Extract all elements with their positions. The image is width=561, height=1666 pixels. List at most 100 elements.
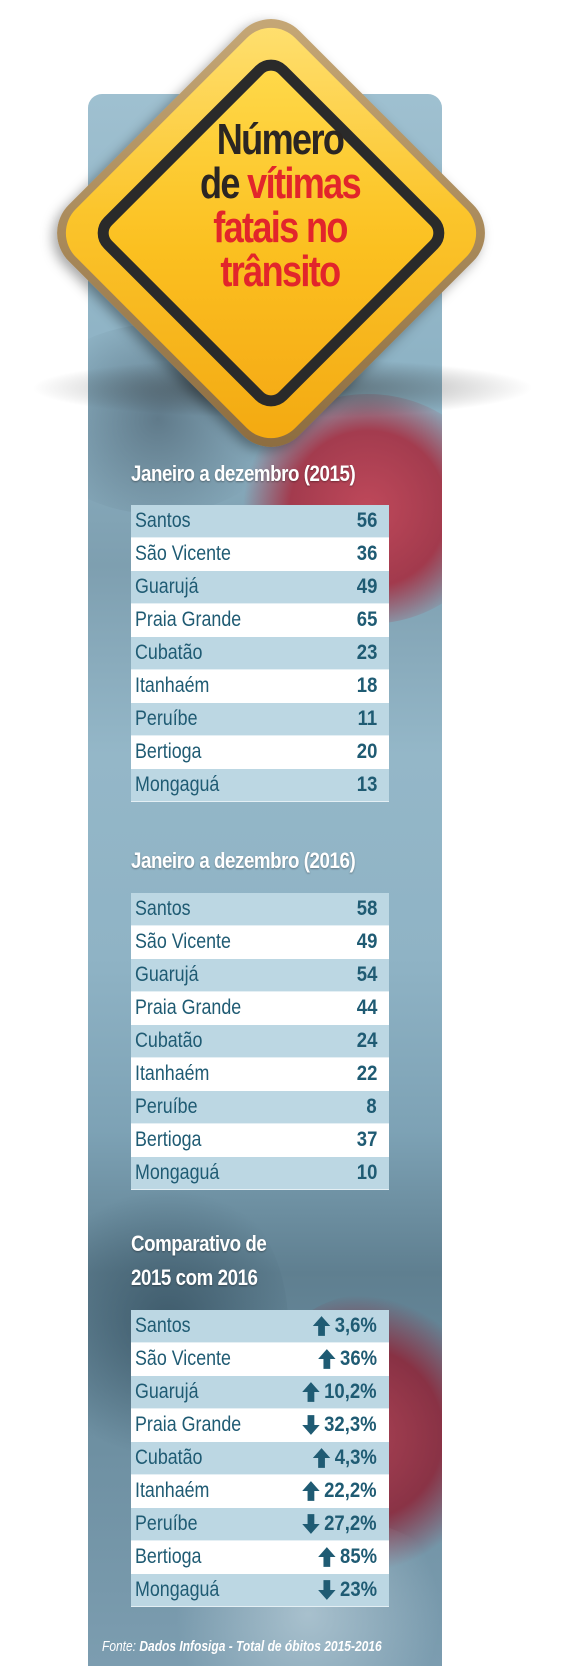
table-row: Itanhaém 18 <box>131 670 389 703</box>
table-row: São Vicente 36 <box>131 538 389 571</box>
value-cell: 32,3% <box>302 1413 377 1437</box>
value-cell: 23% <box>317 1578 377 1602</box>
value-cell: 27,2% <box>302 1512 377 1536</box>
table-row: São Vicente 36% <box>131 1343 389 1376</box>
value-cell: 10 <box>356 1161 377 1185</box>
table-row: Guarujá 54 <box>131 959 389 992</box>
arrow-up-icon <box>317 1546 336 1568</box>
value-text: 23 <box>356 641 377 664</box>
value-text: 3,6% <box>334 1314 377 1337</box>
city-name: Santos <box>135 897 191 920</box>
value-text: 37 <box>356 1128 377 1151</box>
source-note: Fonte: Dados Infosiga - Total de óbitos … <box>102 1638 382 1655</box>
city-name: Guarujá <box>135 1380 199 1403</box>
city-name: Itanhaém <box>135 674 210 697</box>
table-row: Cubatão 24 <box>131 1025 389 1058</box>
table-row: Guarujá 10,2% <box>131 1376 389 1409</box>
city-name: Itanhaém <box>135 1479 210 1502</box>
value-text: 36 <box>356 542 377 565</box>
value-cell: 36% <box>317 1347 377 1371</box>
city-name: São Vicente <box>135 1347 231 1370</box>
value-text: 10,2% <box>324 1380 377 1403</box>
value-cell: 8 <box>367 1095 377 1119</box>
value-text: 27,2% <box>324 1512 377 1535</box>
title-line-1: Número <box>216 115 345 164</box>
city-name: Mongaguá <box>135 1161 220 1184</box>
city-name: Peruíbe <box>135 707 198 730</box>
title-line-4: trânsito <box>220 247 341 296</box>
value-cell: 18 <box>356 674 377 698</box>
value-cell: 54 <box>356 963 377 987</box>
value-cell: 56 <box>356 509 377 533</box>
value-text: 18 <box>356 674 377 697</box>
value-cell: 44 <box>356 996 377 1020</box>
city-name: Cubatão <box>135 1029 203 1052</box>
value-text: 20 <box>356 740 377 763</box>
city-name: Cubatão <box>135 1446 203 1469</box>
comparison-heading-line-1: Comparativo de <box>131 1231 267 1256</box>
table-row: Santos 56 <box>131 505 389 538</box>
value-cell: 3,6% <box>312 1314 377 1338</box>
city-name: Bertioga <box>135 1545 202 1568</box>
arrow-up-icon <box>317 1348 336 1370</box>
section-2016-heading: Janeiro a dezembro (2016) <box>131 848 356 873</box>
table-2015: Santos 56 São Vicente 36 Guarujá 49 Praia Gran… <box>131 505 389 802</box>
value-text: 4,3% <box>334 1446 377 1469</box>
value-cell: 24 <box>356 1029 377 1053</box>
table-row: Bertioga 20 <box>131 736 389 769</box>
value-text: 22,2% <box>324 1479 377 1502</box>
value-cell: 22,2% <box>302 1479 377 1503</box>
value-text: 23% <box>340 1578 377 1601</box>
title-line-2: de vítimas <box>173 162 386 206</box>
title-line-2b: vítimas <box>247 159 362 208</box>
table-row: Guarujá 49 <box>131 571 389 604</box>
source-prefix: Fonte: <box>102 1638 140 1655</box>
title-line-3: fatais no <box>213 203 348 252</box>
value-text: 11 <box>357 707 377 730</box>
value-text: 65 <box>356 608 377 631</box>
table-row: Cubatão 4,3% <box>131 1442 389 1475</box>
city-name: Bertioga <box>135 740 202 763</box>
arrow-up-icon <box>312 1447 331 1469</box>
arrow-up-icon <box>302 1480 321 1502</box>
value-text: 85% <box>340 1545 377 1568</box>
table-row: Bertioga 85% <box>131 1541 389 1574</box>
value-cell: 20 <box>356 740 377 764</box>
table-row: Praia Grande 44 <box>131 992 389 1025</box>
arrow-up-icon <box>312 1315 331 1337</box>
value-text: 54 <box>356 963 377 986</box>
city-name: Cubatão <box>135 641 203 664</box>
city-name: Santos <box>135 1314 191 1337</box>
city-name: Mongaguá <box>135 1578 220 1601</box>
table-2016: Santos 58 São Vicente 49 Guarujá 54 Praia Gran… <box>131 893 389 1190</box>
value-text: 49 <box>356 930 377 953</box>
city-name: Peruíbe <box>135 1512 198 1535</box>
value-cell: 22 <box>356 1062 377 1086</box>
value-text: 44 <box>356 996 377 1019</box>
title-line-2a: de <box>199 159 248 208</box>
value-cell: 85% <box>317 1545 377 1569</box>
value-text: 24 <box>356 1029 377 1052</box>
table-row: Peruíbe 8 <box>131 1091 389 1124</box>
source-text: Dados Infosiga - Total de óbitos 2015-20… <box>139 1638 382 1655</box>
city-name: Santos <box>135 509 191 532</box>
section-2015-heading: Janeiro a dezembro (2015) <box>131 461 356 486</box>
value-text: 58 <box>356 897 377 920</box>
table-row: Peruíbe 11 <box>131 703 389 736</box>
table-row: Peruíbe 27,2% <box>131 1508 389 1541</box>
arrow-down-icon <box>317 1579 336 1601</box>
value-cell: 13 <box>356 773 377 797</box>
value-text: 56 <box>356 509 377 532</box>
city-name: Praia Grande <box>135 996 242 1019</box>
value-text: 10 <box>356 1161 377 1184</box>
table-comparison: Santos 3,6% São Vicente 36% Guarujá 10,2% Prai… <box>131 1310 389 1607</box>
arrow-down-icon <box>302 1513 321 1535</box>
value-cell: 65 <box>356 608 377 632</box>
table-row: Santos 58 <box>131 893 389 926</box>
table-row: Itanhaém 22 <box>131 1058 389 1091</box>
city-name: Praia Grande <box>135 1413 242 1436</box>
table-row: Cubatão 23 <box>131 637 389 670</box>
value-cell: 10,2% <box>302 1380 377 1404</box>
table-row: Mongaguá 23% <box>131 1574 389 1607</box>
value-cell: 23 <box>356 641 377 665</box>
